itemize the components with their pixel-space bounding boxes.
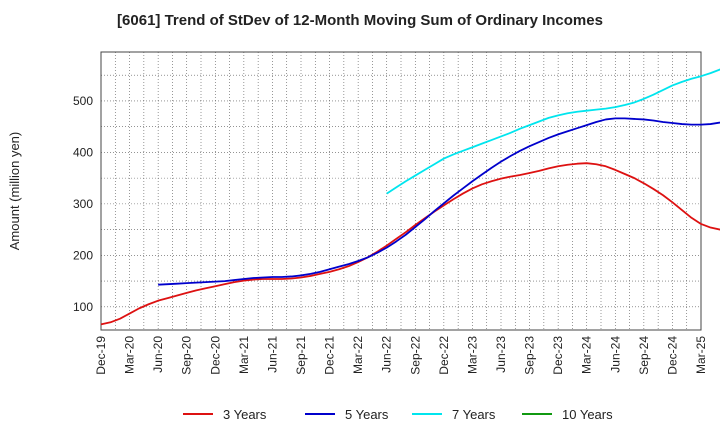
series-layer bbox=[100, 68, 720, 326]
y-tick-label: 400 bbox=[73, 145, 93, 159]
x-tick-label: Jun-21 bbox=[265, 336, 279, 373]
series-line-3-years bbox=[100, 162, 720, 326]
legend: 3 Years 5 Years 7 Years 10 Years bbox=[183, 407, 613, 422]
x-tick-label: Mar-22 bbox=[351, 336, 365, 374]
x-tick-label: Mar-23 bbox=[465, 336, 479, 374]
x-tick-label: Sep-24 bbox=[637, 336, 651, 375]
x-tick-label: Mar-20 bbox=[123, 336, 137, 374]
x-tick-label: Dec-21 bbox=[323, 336, 337, 375]
chart-title: [6061] Trend of StDev of 12-Month Moving… bbox=[117, 12, 603, 29]
y-tick-label: 200 bbox=[73, 248, 93, 262]
x-tick-label: Dec-22 bbox=[437, 336, 451, 375]
x-tick-label: Sep-20 bbox=[180, 336, 194, 375]
x-tick-label: Jun-24 bbox=[608, 336, 622, 373]
y-tick-label: 100 bbox=[73, 300, 93, 314]
y-axis-label: Amount (million yen) bbox=[7, 132, 22, 251]
x-tick-label: Jun-20 bbox=[151, 336, 165, 373]
plot-frame bbox=[100, 51, 702, 331]
x-tick-label: Mar-25 bbox=[694, 336, 708, 374]
x-tick-labels: Dec-19 Mar-20 Jun-20 Sep-20 Dec-20 Mar-21 Jun-… bbox=[94, 336, 708, 375]
y-tick-label: 300 bbox=[73, 197, 93, 211]
x-tick-label: Sep-21 bbox=[294, 336, 308, 375]
legend-label-10-years: 10 Years bbox=[562, 407, 613, 422]
x-tick-label: Sep-23 bbox=[523, 336, 537, 375]
grid-layer bbox=[101, 52, 701, 330]
legend-label-7-years: 7 Years bbox=[452, 407, 496, 422]
x-tick-label: Jun-22 bbox=[380, 336, 394, 373]
legend-label-3-years: 3 Years bbox=[223, 407, 267, 422]
series-line-5-years bbox=[158, 117, 720, 286]
legend-label-5-years: 5 Years bbox=[345, 407, 389, 422]
series-line-7-years bbox=[386, 68, 720, 195]
x-tick-label: Dec-20 bbox=[208, 336, 222, 375]
y-tick-label: 500 bbox=[73, 94, 93, 108]
x-tick-label: Dec-19 bbox=[94, 336, 108, 375]
x-tick-label: Dec-24 bbox=[665, 336, 679, 375]
x-tick-label: Mar-24 bbox=[580, 336, 594, 374]
x-tick-label: Jun-23 bbox=[494, 336, 508, 373]
y-tick-labels: 100 200 300 400 500 bbox=[73, 94, 93, 314]
x-tick-label: Dec-23 bbox=[551, 336, 565, 375]
x-tick-label: Sep-22 bbox=[408, 336, 422, 375]
x-tick-label: Mar-21 bbox=[237, 336, 251, 374]
